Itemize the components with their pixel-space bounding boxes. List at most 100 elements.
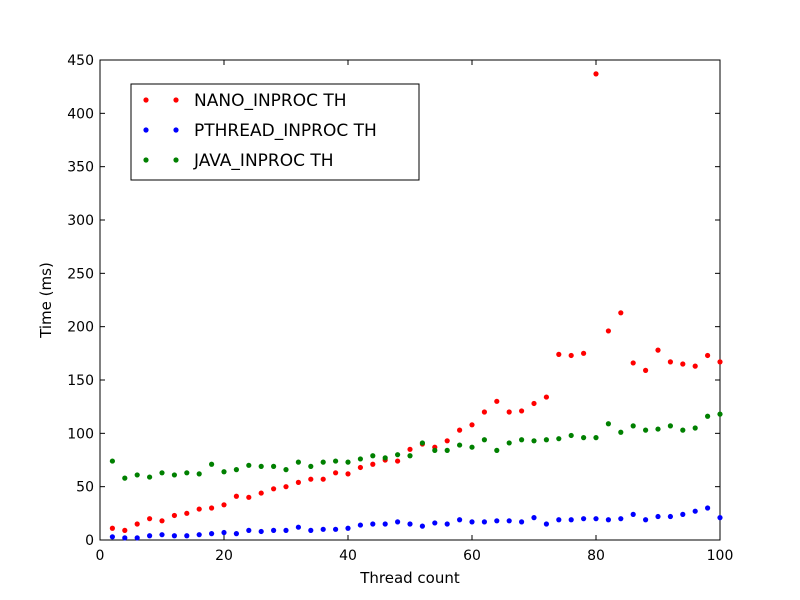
pthread-inproc-th-point	[481, 519, 487, 525]
pthread-inproc-th-point	[171, 533, 177, 539]
pthread-inproc-th-point	[370, 521, 376, 527]
java-inproc-th-point	[568, 432, 574, 439]
pthread-inproc-th-point	[618, 516, 624, 522]
x-tick-label: 0	[96, 548, 105, 564]
java-inproc-th-point	[122, 475, 128, 481]
java-inproc-th-point	[407, 453, 413, 459]
pthread-inproc-th-point	[258, 528, 264, 535]
java-inproc-th-point	[109, 458, 115, 464]
java-inproc-th-point	[221, 469, 227, 475]
nano-inproc-th-point	[717, 359, 723, 365]
nano-inproc-th-point	[667, 359, 674, 365]
nano-inproc-th-point	[457, 427, 463, 433]
legend-marker-java-inproc-th	[173, 157, 179, 163]
nano-inproc-th-point	[171, 512, 177, 519]
nano-inproc-th-point	[159, 518, 165, 524]
java-inproc-th-point	[209, 461, 215, 467]
java-inproc-th-point	[643, 427, 649, 433]
pthread-inproc-th-point	[506, 518, 512, 524]
nano-inproc-th-point	[494, 398, 500, 404]
pthread-inproc-th-point	[605, 517, 612, 523]
legend-marker-pthread-inproc-th	[173, 127, 179, 133]
y-tick-label: 150	[67, 373, 94, 389]
nano-inproc-th-point	[655, 347, 661, 353]
legend-marker-nano-inproc-th	[173, 97, 179, 103]
nano-inproc-th-point	[196, 506, 202, 512]
nano-inproc-th-point	[543, 394, 550, 400]
nano-inproc-th-point	[407, 446, 413, 452]
java-inproc-th-point	[481, 437, 487, 443]
nano-inproc-th-point	[184, 510, 190, 516]
nano-inproc-th-point	[680, 361, 686, 367]
java-inproc-th-point	[295, 459, 301, 465]
pthread-inproc-th-point	[581, 516, 587, 522]
y-tick-label: 400	[67, 106, 94, 122]
nano-inproc-th-point	[581, 350, 587, 356]
java-inproc-th-point	[308, 463, 314, 469]
nano-inproc-th-point	[643, 367, 649, 373]
java-inproc-th-point	[506, 440, 512, 446]
pthread-inproc-th-point	[345, 525, 351, 531]
legend-marker-nano-inproc-th	[143, 97, 149, 103]
pthread-inproc-th-point	[568, 517, 574, 523]
java-inproc-th-point	[469, 444, 475, 450]
java-inproc-th-point	[357, 456, 363, 462]
nano-inproc-th-point	[109, 525, 115, 531]
pthread-inproc-th-point	[692, 508, 698, 514]
java-inproc-th-point	[605, 421, 612, 427]
pthread-inproc-th-point	[630, 511, 636, 517]
pthread-inproc-th-point	[593, 516, 599, 522]
nano-inproc-th-point	[630, 360, 636, 366]
pthread-inproc-th-point	[209, 531, 215, 537]
java-inproc-th-point	[333, 458, 339, 464]
nano-inproc-th-point	[147, 516, 153, 522]
pthread-inproc-th-point	[246, 527, 252, 534]
java-inproc-th-point	[531, 438, 537, 444]
java-inproc-th-point	[395, 452, 401, 458]
java-inproc-th-point	[246, 462, 252, 468]
java-inproc-th-point	[494, 447, 500, 453]
pthread-inproc-th-point	[159, 532, 165, 538]
java-inproc-th-point	[370, 453, 376, 459]
java-inproc-th-point	[345, 459, 351, 465]
nano-inproc-th-point	[221, 502, 227, 508]
pthread-inproc-th-point	[196, 532, 202, 538]
nano-inproc-th-point	[444, 438, 450, 444]
nano-inproc-th-point	[469, 422, 475, 428]
pthread-inproc-th-point	[382, 521, 388, 527]
legend-marker-java-inproc-th	[143, 157, 149, 163]
y-tick-label: 300	[67, 213, 94, 229]
x-axis-label: Thread count	[359, 569, 460, 587]
pthread-inproc-th-point	[643, 517, 649, 523]
java-inproc-th-point	[184, 470, 190, 476]
java-inproc-th-point	[457, 442, 463, 448]
java-inproc-th-point	[159, 470, 165, 476]
pthread-inproc-th-point	[432, 520, 438, 526]
nano-inproc-th-point	[258, 490, 264, 496]
pthread-inproc-th-point	[109, 534, 115, 540]
pthread-inproc-th-point	[667, 513, 674, 520]
y-tick-label: 100	[67, 426, 94, 442]
java-inproc-th-point	[519, 437, 525, 443]
legend-marker-pthread-inproc-th	[143, 127, 149, 133]
java-inproc-th-point	[233, 467, 239, 473]
nano-inproc-th-point	[209, 505, 215, 511]
java-inproc-th-point	[680, 427, 686, 433]
java-inproc-th-point	[543, 437, 550, 443]
data-points	[109, 71, 723, 541]
legend: NANO_INPROC TH PTHREAD_INPROC TH JAVA_INPR…	[130, 83, 420, 181]
x-tick-label: 80	[587, 548, 605, 564]
x-tick-label: 20	[215, 548, 233, 564]
pthread-inproc-th-point	[295, 524, 301, 530]
nano-inproc-th-point	[233, 493, 239, 499]
pthread-inproc-th-point	[444, 521, 450, 527]
x-axis-ticks: 0 20 40 60 80 100	[96, 60, 733, 564]
nano-inproc-th-point	[122, 527, 128, 534]
pthread-inproc-th-point	[184, 533, 190, 539]
java-inproc-th-point	[655, 426, 661, 432]
nano-inproc-th-point	[295, 479, 301, 485]
pthread-inproc-th-point	[419, 523, 425, 529]
java-inproc-th-point	[556, 436, 562, 442]
java-inproc-th-point	[134, 472, 140, 478]
